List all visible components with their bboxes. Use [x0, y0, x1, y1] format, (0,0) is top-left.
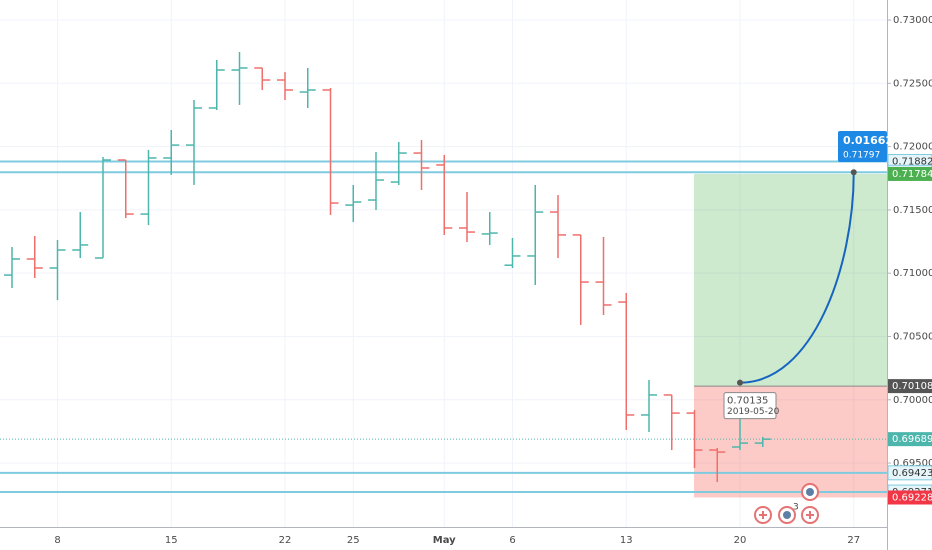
entry-price-label-box — [888, 379, 932, 394]
projection-change-box — [838, 131, 887, 162]
projection-end-price: 0.71797 — [843, 151, 880, 161]
x-tick-label: 22 — [279, 535, 292, 546]
projection-start — [737, 379, 743, 386]
event-icon-glyph — [759, 511, 767, 519]
projection-end — [850, 169, 857, 176]
x-tick-label: 25 — [347, 535, 360, 546]
event-icon-glyph — [806, 488, 814, 496]
x-tick-label: 15 — [165, 535, 178, 546]
projection-start-date: 2019-05-20 — [727, 407, 780, 417]
y-tick-label: 0.72000 — [893, 142, 932, 153]
stop-price-label-box — [888, 490, 932, 505]
hline-price-label: 0.71882 — [892, 157, 932, 168]
y-tick-label: 0.70000 — [893, 395, 932, 406]
event-icons[interactable]: 3 — [754, 483, 819, 524]
loss-zone — [694, 386, 887, 498]
profit-zone — [694, 173, 887, 387]
x-tick-label: 27 — [847, 535, 860, 546]
target-price-label-box — [888, 166, 932, 181]
y-tick-label: 0.72500 — [893, 78, 932, 89]
event-icon-glyph — [806, 511, 814, 519]
event-count: 3 — [793, 503, 799, 513]
y-tick-label: 0.73000 — [893, 15, 932, 26]
stop-price-label: 0.69228 — [892, 493, 932, 504]
y-tick-label: 0.69500 — [893, 458, 932, 469]
current-price-label-box — [888, 432, 932, 447]
hline-price-label: 0.69423 — [892, 468, 932, 479]
y-tick-label: 0.71000 — [893, 268, 932, 279]
projection-curve — [739, 172, 855, 384]
x-tick-label: 13 — [620, 535, 633, 546]
projection-tooltip — [723, 392, 777, 420]
y-tick-label: 0.71500 — [893, 205, 932, 216]
entry-price-label: 0.70108 — [892, 381, 932, 392]
x-tick-label: 20 — [734, 535, 747, 546]
x-tick-label: 8 — [54, 535, 60, 546]
projection-change: 0.01662 ( — [843, 134, 902, 147]
y-tick-label: 0.70500 — [893, 331, 932, 342]
current-price-label: 0.69689 — [892, 434, 932, 445]
event-icon-glyph — [783, 511, 791, 519]
projection-start-price: 0.70135 — [727, 396, 768, 407]
x-tick-label: 6 — [509, 535, 515, 546]
target-price-label: 0.71784 — [892, 169, 932, 180]
x-tick-label: May — [433, 535, 456, 546]
hline-price-label-box — [887, 465, 932, 481]
